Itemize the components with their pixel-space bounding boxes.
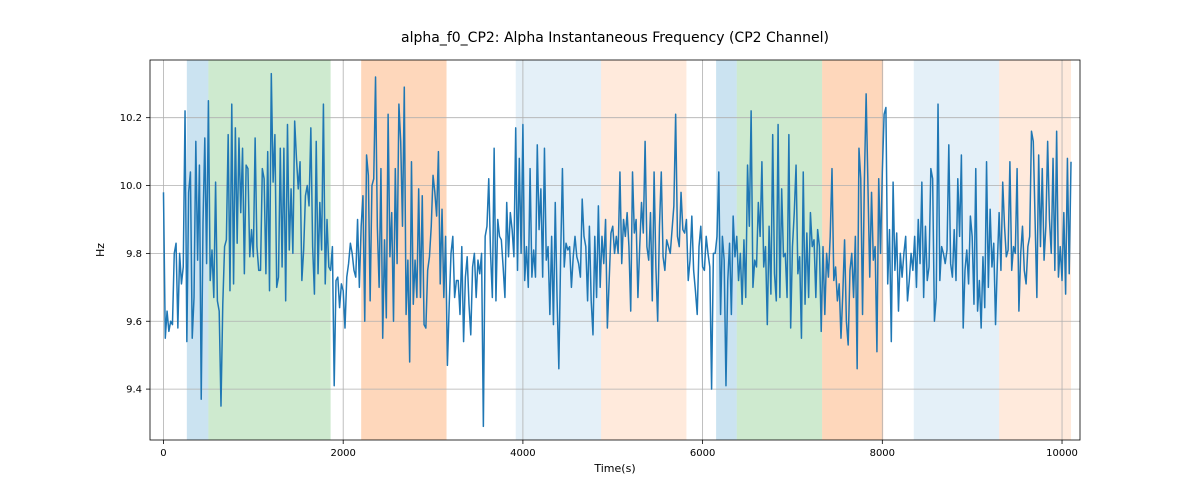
x-tick-label: 10000 bbox=[1046, 448, 1078, 459]
x-tick-label: 2000 bbox=[330, 448, 355, 459]
y-tick-label: 10.0 bbox=[120, 181, 142, 192]
y-tick-label: 9.6 bbox=[126, 317, 142, 328]
y-axis-label: Hz bbox=[94, 243, 107, 257]
x-tick-label: 0 bbox=[160, 448, 166, 459]
chart-title: alpha_f0_CP2: Alpha Instantaneous Freque… bbox=[401, 30, 829, 46]
chart-figure: 0 2000 4000 6000 8000 10000 9.4 9.6 9.8 10.0 10.2 T… bbox=[0, 0, 1200, 500]
x-axis-label: Time(s) bbox=[593, 462, 635, 475]
y-tick-label: 10.2 bbox=[120, 113, 142, 124]
x-tick-label: 6000 bbox=[690, 448, 715, 459]
x-tick-label: 8000 bbox=[870, 448, 895, 459]
x-tick-label: 4000 bbox=[510, 448, 535, 459]
y-tick-label: 9.4 bbox=[126, 385, 142, 396]
chart-svg: 0 2000 4000 6000 8000 10000 9.4 9.6 9.8 10.0 10.2 T… bbox=[0, 0, 1200, 500]
y-tick-label: 9.8 bbox=[126, 249, 142, 260]
